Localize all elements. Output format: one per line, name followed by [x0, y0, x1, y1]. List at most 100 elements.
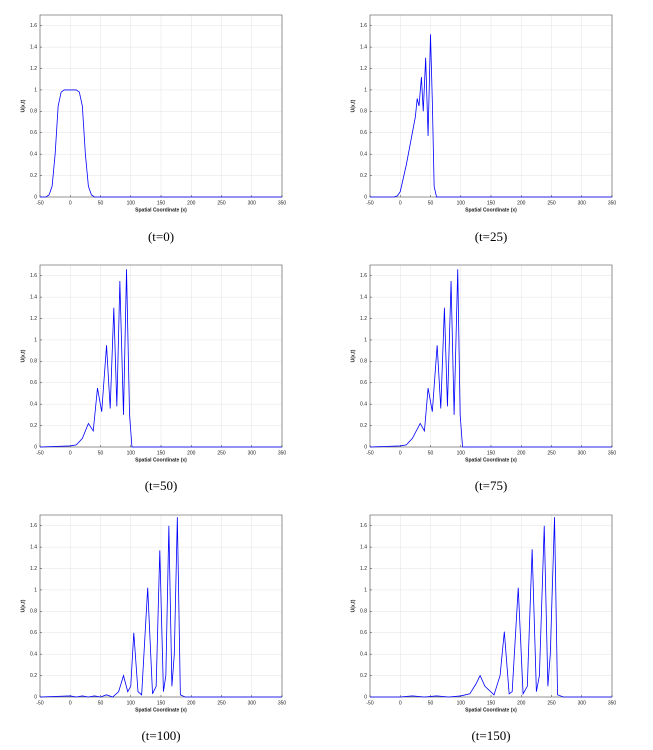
y-tick-label: 0.6 [360, 130, 367, 136]
x-tick-label: 200 [187, 450, 196, 456]
y-tick-label: 1.6 [30, 23, 37, 29]
y-axis-label: U(x,t) [350, 599, 356, 612]
x-tick-label: 300 [248, 700, 257, 706]
y-tick-label: 0.4 [30, 152, 37, 158]
y-tick-label: 0.8 [30, 359, 37, 365]
x-tick-label: 0 [399, 200, 402, 206]
x-tick-label: 50 [98, 450, 104, 456]
x-tick-label: 200 [517, 450, 526, 456]
caption: (t=100) [141, 728, 180, 743]
y-tick-label: 0.4 [30, 402, 37, 408]
y-tick-label: 0.2 [360, 673, 367, 679]
y-tick-label: 0.4 [30, 652, 37, 658]
x-tick-label: 350 [278, 700, 287, 706]
x-tick-label: 0 [69, 450, 72, 456]
y-axis-label: U(x,t) [350, 349, 356, 362]
x-tick-label: -50 [366, 200, 373, 206]
y-tick-label: 1.2 [30, 66, 37, 72]
y-tick-label: 1.4 [360, 544, 367, 550]
y-tick-label: 0.6 [360, 630, 367, 636]
y-tick-label: 0.8 [30, 109, 37, 115]
y-tick-label: 1.4 [360, 44, 367, 50]
x-axis-label: Spatial Coordinate (x) [135, 207, 187, 213]
x-tick-label: 0 [69, 200, 72, 206]
y-tick-label: 1.6 [360, 273, 367, 279]
y-tick-label: 1.6 [30, 273, 37, 279]
x-tick-label: 250 [547, 450, 556, 456]
x-tick-label: 250 [547, 700, 556, 706]
y-tick-label: 0.6 [30, 380, 37, 386]
x-axis-label: Spatial Coordinate (x) [135, 707, 187, 713]
x-tick-label: 0 [399, 450, 402, 456]
y-axis-label: U(x,t) [20, 599, 26, 612]
x-axis-label: Spatial Coordinate (x) [465, 707, 517, 713]
y-axis-label: U(x,t) [350, 99, 356, 112]
y-tick-label: 1.4 [30, 544, 37, 550]
x-tick-label: 100 [457, 200, 466, 206]
x-tick-label: 50 [98, 200, 104, 206]
y-tick-label: 1.2 [360, 66, 367, 72]
y-tick-label: 1 [364, 87, 367, 93]
x-tick-label: 200 [517, 700, 526, 706]
x-tick-label: 100 [127, 450, 136, 456]
x-tick-label: 100 [457, 450, 466, 456]
y-tick-label: 0.2 [360, 423, 367, 429]
x-tick-label: 50 [98, 700, 104, 706]
y-tick-label: 1.2 [360, 566, 367, 572]
x-tick-label: 300 [578, 200, 587, 206]
x-tick-label: 50 [428, 450, 434, 456]
y-axis-label: U(x,t) [20, 99, 26, 112]
y-tick-label: 0.8 [360, 609, 367, 615]
data-line [369, 269, 612, 448]
caption: (t=150) [471, 728, 510, 743]
x-axis-label: Spatial Coordinate (x) [465, 457, 517, 463]
y-tick-label: 1.6 [360, 23, 367, 29]
caption: (t=75) [475, 478, 508, 493]
x-tick-label: 350 [608, 200, 617, 206]
plot-frame [39, 514, 283, 698]
data-line [40, 89, 282, 198]
y-tick-label: 0 [34, 194, 37, 200]
x-tick-label: 250 [217, 450, 226, 456]
x-tick-label: 150 [157, 450, 166, 456]
y-tick-label: 1 [364, 337, 367, 343]
x-tick-label: 350 [278, 450, 287, 456]
x-tick-label: 300 [248, 450, 257, 456]
y-tick-label: 1.2 [360, 316, 367, 322]
caption: (t=50) [145, 478, 178, 493]
y-tick-label: 0.2 [30, 173, 37, 179]
x-axis-label: Spatial Coordinate (x) [465, 207, 517, 213]
y-tick-label: 0 [364, 694, 367, 700]
x-tick-label: 200 [187, 200, 196, 206]
y-tick-label: 1.4 [30, 294, 37, 300]
x-tick-label: 150 [157, 200, 166, 206]
x-tick-label: -50 [36, 700, 43, 706]
y-tick-label: 1 [364, 587, 367, 593]
y-tick-label: 0 [34, 444, 37, 450]
x-tick-label: -50 [366, 450, 373, 456]
x-axis-label: Spatial Coordinate (x) [135, 457, 187, 463]
y-tick-label: 0.6 [360, 380, 367, 386]
y-tick-label: 0.6 [30, 630, 37, 636]
y-tick-label: 0 [364, 194, 367, 200]
y-tick-label: 1.4 [360, 294, 367, 300]
y-tick-label: 0.2 [360, 173, 367, 179]
y-tick-label: 1.6 [30, 523, 37, 529]
data-line [39, 517, 282, 698]
y-tick-label: 1.6 [360, 523, 367, 529]
x-tick-label: 100 [127, 200, 136, 206]
data-line [370, 34, 612, 198]
x-tick-label: 350 [608, 700, 617, 706]
y-tick-label: 1.4 [30, 44, 37, 50]
y-tick-label: 0.4 [360, 402, 367, 408]
x-tick-label: 50 [428, 700, 434, 706]
plot-frame [369, 514, 613, 698]
x-tick-label: 100 [127, 700, 136, 706]
y-tick-label: 1 [34, 337, 37, 343]
x-tick-label: 150 [487, 450, 496, 456]
y-axis-label: U(x,t) [20, 349, 26, 362]
y-tick-label: 0.8 [30, 609, 37, 615]
caption: (t=0) [148, 229, 174, 244]
y-tick-label: 0.6 [30, 130, 37, 136]
